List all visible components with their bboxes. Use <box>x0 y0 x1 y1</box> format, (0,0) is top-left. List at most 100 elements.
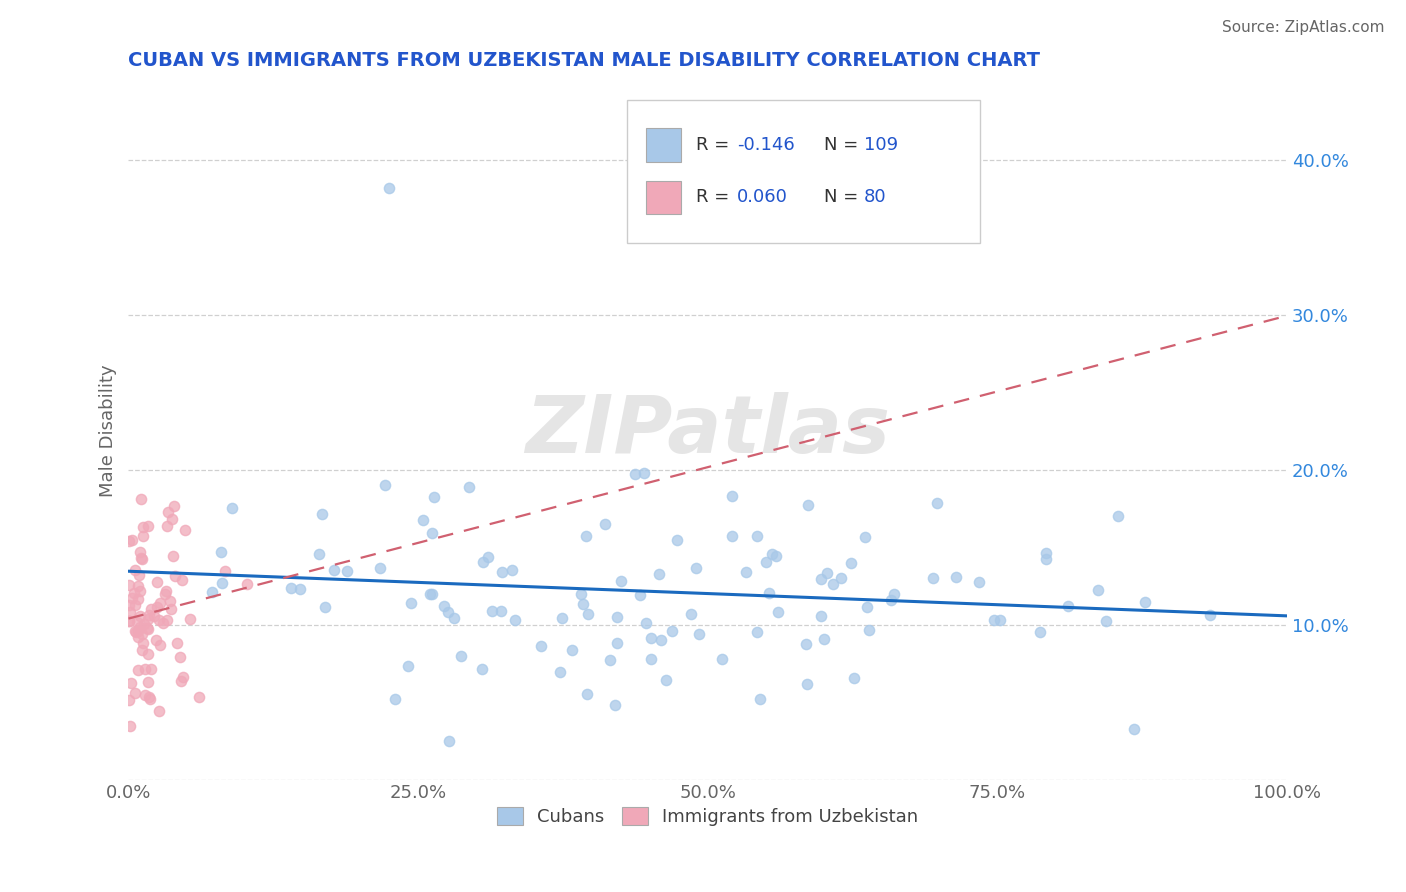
Point <box>129 545 152 559</box>
Point <box>314 599 336 614</box>
Text: 80: 80 <box>865 188 887 206</box>
Point <box>280 581 302 595</box>
Point <box>1095 614 1118 628</box>
Point <box>648 567 671 582</box>
Text: 109: 109 <box>865 136 898 154</box>
Point <box>163 499 186 513</box>
Point <box>1035 551 1057 566</box>
Y-axis label: Male Disability: Male Disability <box>100 365 117 498</box>
Point <box>124 563 146 577</box>
Point <box>458 480 481 494</box>
Point <box>129 583 152 598</box>
Point <box>661 624 683 638</box>
Point <box>132 529 155 543</box>
Point <box>761 547 783 561</box>
Point <box>209 544 232 558</box>
Point <box>624 467 647 482</box>
Point <box>188 690 211 705</box>
Point <box>118 534 141 549</box>
FancyBboxPatch shape <box>627 100 980 243</box>
Point <box>1107 509 1129 524</box>
Point <box>118 606 141 620</box>
FancyBboxPatch shape <box>647 128 681 161</box>
Point <box>118 598 141 612</box>
Point <box>211 576 233 591</box>
Point <box>758 586 780 600</box>
Point <box>118 578 141 592</box>
Point <box>214 564 236 578</box>
Point <box>139 691 162 706</box>
Point <box>143 608 166 623</box>
Point <box>634 615 657 630</box>
Point <box>796 677 818 691</box>
Point <box>169 650 191 665</box>
Point <box>155 583 177 598</box>
Point <box>1035 546 1057 560</box>
Point <box>640 652 662 666</box>
Point <box>491 565 513 579</box>
Point <box>420 587 443 601</box>
Point <box>125 615 148 629</box>
Point <box>134 688 156 702</box>
Point <box>810 572 832 586</box>
Point <box>551 610 574 624</box>
Point <box>131 550 153 565</box>
Point <box>794 637 817 651</box>
Point <box>610 574 633 589</box>
Point <box>136 674 159 689</box>
Point <box>471 662 494 676</box>
Point <box>420 526 443 541</box>
Point <box>149 596 172 610</box>
Point <box>174 523 197 537</box>
Point <box>1029 625 1052 640</box>
Point <box>122 586 145 600</box>
Text: N =: N = <box>824 136 863 154</box>
Point <box>855 599 877 614</box>
Point <box>159 602 181 616</box>
Point <box>165 569 187 583</box>
Point <box>419 587 441 601</box>
Point <box>118 693 141 707</box>
Point <box>139 602 162 616</box>
Point <box>423 490 446 504</box>
Point <box>735 566 758 580</box>
Point <box>1122 722 1144 736</box>
Point <box>145 599 167 614</box>
Point <box>156 613 179 627</box>
Point <box>124 686 146 700</box>
Point <box>131 520 153 534</box>
Point <box>572 598 595 612</box>
Point <box>575 529 598 543</box>
Point <box>201 584 224 599</box>
Point <box>124 599 146 613</box>
Point <box>129 492 152 507</box>
Point <box>156 506 179 520</box>
Point <box>148 613 170 627</box>
Point <box>839 556 862 570</box>
Text: ZIPatlas: ZIPatlas <box>526 392 890 470</box>
Point <box>288 582 311 597</box>
Point <box>121 591 143 606</box>
Point <box>569 587 592 601</box>
Point <box>146 575 169 590</box>
Point <box>765 549 787 563</box>
Point <box>945 570 967 584</box>
Point <box>412 513 434 527</box>
Point <box>858 624 880 638</box>
Point <box>817 566 839 581</box>
Point <box>576 687 599 701</box>
Point <box>118 615 141 629</box>
Text: N =: N = <box>824 188 863 206</box>
Point <box>1133 595 1156 609</box>
Point <box>132 617 155 632</box>
Point <box>548 665 571 680</box>
Point <box>378 180 401 194</box>
Point <box>472 555 495 569</box>
Point <box>436 606 458 620</box>
Text: R =: R = <box>696 188 735 206</box>
Point <box>308 547 330 561</box>
Point <box>983 613 1005 627</box>
Point <box>145 632 167 647</box>
Point <box>138 607 160 622</box>
Point <box>655 673 678 687</box>
